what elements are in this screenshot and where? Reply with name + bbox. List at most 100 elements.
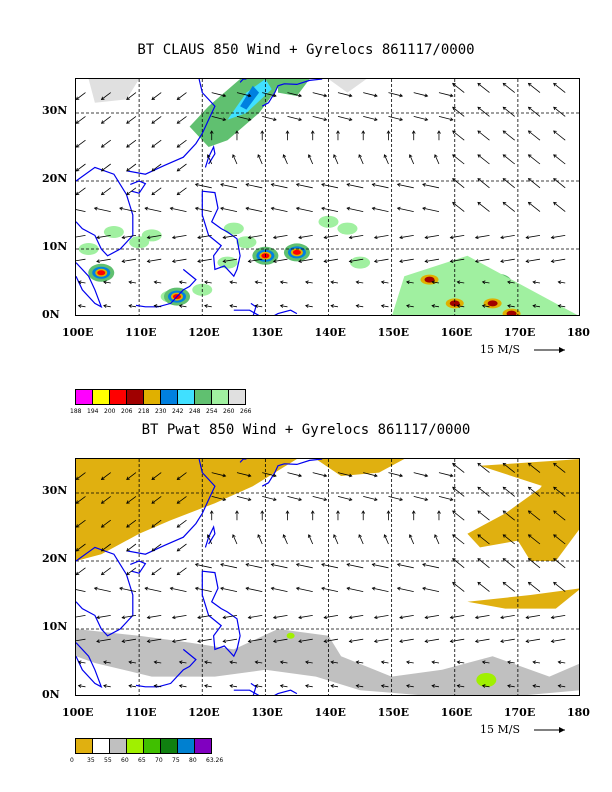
- panel1-wind-arrowhead: [355, 280, 360, 285]
- panel2-wind-vector: [236, 472, 251, 477]
- panel1-wind-arrowhead: [76, 167, 80, 172]
- panel2-wind-arrowhead: [346, 562, 351, 567]
- legend-swatch: [160, 738, 178, 754]
- panel1-wind-vector: [211, 116, 226, 121]
- panel1-color-legend: [75, 389, 246, 405]
- legend-swatch: [177, 738, 195, 754]
- panel1-wind-vector: [388, 116, 403, 121]
- panel1-wind-vector: [246, 207, 263, 212]
- panel2-wind-vector: [381, 685, 389, 688]
- panel2-wind-arrowhead: [273, 473, 277, 478]
- panel2-wind-vector: [331, 685, 339, 688]
- panel1-wind-arrowhead: [171, 235, 176, 240]
- panel1-wind-vector: [76, 235, 86, 238]
- panel1-wind-arrowhead: [348, 93, 353, 98]
- panel2-wind-arrowhead: [321, 562, 325, 567]
- panel2-wind-arrowhead: [452, 462, 456, 467]
- panel2-wind-vector: [154, 685, 162, 688]
- panel2-wind-vector: [363, 496, 378, 501]
- panel1-wind-arrowhead: [151, 144, 156, 148]
- panel1-wind-arrowhead: [452, 178, 456, 182]
- panel2-wind-arrowhead: [178, 684, 183, 688]
- panel1-wind-arrowhead: [254, 280, 259, 285]
- panel1-wind-arrowhead: [169, 206, 174, 211]
- pwat-map-canvas: [76, 459, 579, 695]
- panel2-wind-vector: [179, 661, 187, 664]
- panel1-wind-arrowhead: [330, 304, 335, 308]
- panel1-wind-vector: [248, 235, 263, 239]
- panel1-wind-arrowhead: [128, 280, 133, 285]
- panel1-wind-vector: [528, 154, 541, 165]
- panel2-wind-arrowhead: [151, 571, 156, 576]
- panel2-wind-arrowhead: [477, 462, 481, 467]
- panel1-wind-vector: [438, 92, 453, 97]
- panel2-wind-vector: [96, 615, 111, 619]
- panel1-wind-vector: [312, 116, 327, 121]
- panel1-wind-arrowhead: [323, 235, 328, 240]
- panel1-wind-vector: [211, 92, 226, 97]
- x-tick-label: 160E: [440, 326, 473, 339]
- panel1-wind-arrowhead: [431, 280, 436, 285]
- panel1-wind-vector: [528, 202, 541, 212]
- panel1-wind-vector: [298, 258, 313, 262]
- panel2-color-legend: [75, 738, 212, 754]
- panel2-wind-vector: [324, 638, 339, 642]
- panel1-wind-vector: [126, 187, 137, 196]
- panel2-wind-vector: [126, 567, 137, 576]
- panel1-wind-arrowhead: [527, 201, 532, 206]
- panel1-wind-vector: [399, 235, 414, 239]
- panel1-wind-arrowhead: [527, 130, 532, 134]
- panel1-wind-arrowhead: [348, 235, 353, 240]
- panel2-wind-vector: [94, 587, 111, 592]
- panel1-wind-arrowhead: [270, 206, 275, 211]
- panel2-wind-arrowhead: [525, 639, 530, 643]
- panel1-wind-vector: [475, 258, 490, 262]
- panel1-wind-arrowhead: [178, 304, 183, 308]
- panel2-wind-arrowhead: [204, 660, 208, 665]
- x-tick-label: 180: [567, 326, 590, 339]
- panel2-wind-vector: [151, 496, 162, 504]
- panel2-wind-vector: [103, 661, 111, 664]
- panel1-wind-vector: [533, 281, 541, 284]
- panel1-wind-vector: [477, 178, 490, 189]
- panel1-wind-vector: [337, 116, 352, 121]
- panel1-wind-arrowhead: [144, 206, 149, 211]
- panel1-wind-vector: [76, 258, 86, 262]
- panel2-wind-vector: [372, 563, 389, 569]
- panel2-wind-vector: [172, 638, 187, 642]
- panel2-wind-vector: [452, 510, 465, 521]
- cloud-core: [487, 300, 498, 307]
- panel2-wind-vector: [526, 615, 541, 619]
- panel2-wind-vector: [298, 638, 313, 642]
- panel1-wind-arrowhead: [100, 96, 105, 100]
- panel1-wind-arrowhead: [527, 82, 532, 87]
- panel1-wind-vector: [502, 202, 515, 212]
- panel2-wind-arrowhead: [298, 473, 303, 478]
- panel2-wind-arrowhead: [452, 534, 456, 538]
- panel2-wind-vector: [452, 558, 465, 569]
- panel2-wind-arrowhead: [502, 534, 507, 538]
- panel2-wind-arrowhead: [355, 660, 360, 665]
- panel1-wind-vector: [308, 154, 314, 165]
- panel1-wind-vector: [349, 235, 364, 239]
- panel2-wind-vector: [204, 661, 212, 664]
- panel2-wind-vector: [409, 534, 415, 545]
- panel2-wind-vector: [553, 510, 566, 521]
- panel2-wind-arrowhead: [76, 500, 80, 504]
- panel2-wind-vector: [477, 486, 490, 497]
- panel2-wind-vector: [129, 685, 137, 688]
- panel2-wind-arrowhead: [553, 486, 557, 491]
- panel1-wind-arrowhead: [171, 259, 176, 263]
- panel2-wind-arrowhead: [229, 660, 234, 665]
- x-tick-label: 120E: [188, 706, 220, 719]
- panel1-wind-arrowhead: [449, 259, 454, 263]
- panel2-wind-vector: [553, 463, 566, 473]
- panel1-wind-arrowhead: [452, 201, 456, 206]
- panel1-wind-vector: [422, 207, 440, 212]
- panel2-coastline-2: [126, 459, 216, 555]
- panel1-wind-arrowhead: [229, 280, 234, 285]
- panel1-wind-vector: [399, 258, 414, 262]
- panel2-wind-vector: [151, 567, 162, 576]
- legend-swatch: [75, 389, 93, 405]
- panel1-wind-arrowhead: [348, 117, 353, 122]
